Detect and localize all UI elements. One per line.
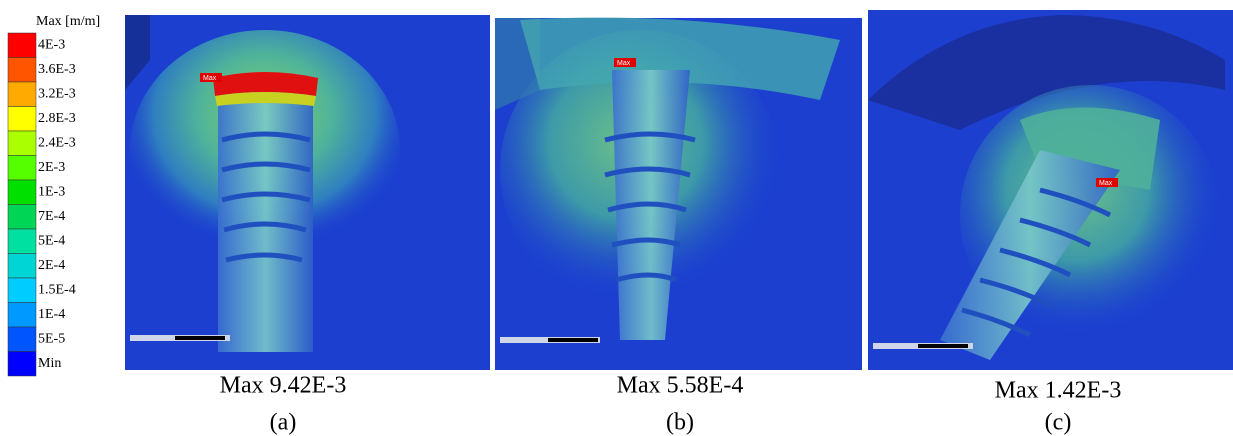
legend-label: 1.5E-4	[38, 282, 76, 297]
legend-swatch	[7, 204, 37, 230]
legend-label: Min	[38, 356, 61, 371]
legend-label: 2.8E-3	[38, 111, 76, 126]
legend: 4E-3 3.6E-3 3.2E-3 2.8E-3 2.4E-3 2E-3 1E-3 7E-4…	[7, 32, 76, 377]
panel-caption: Max 1.42E-3	[995, 378, 1122, 404]
scale-bar-segment	[548, 338, 598, 342]
top-surface	[520, 17, 840, 100]
legend-label: 2.4E-3	[38, 135, 76, 150]
max-tag-text: Max	[203, 75, 217, 82]
panel-a: Max	[125, 15, 490, 370]
legend-label: 3.2E-3	[38, 86, 76, 101]
legend-swatch	[7, 253, 37, 279]
threads	[221, 131, 311, 263]
max-tag	[614, 58, 636, 67]
panel-label: (b)	[666, 410, 694, 436]
screw	[218, 82, 313, 352]
scale-bar-segment	[175, 336, 225, 340]
legend-swatch	[7, 32, 37, 58]
legend-swatch	[7, 351, 37, 377]
legend-swatch	[7, 179, 37, 205]
legend-swatch	[7, 57, 37, 83]
image-shading	[125, 15, 150, 90]
max-tag-text: Max	[617, 60, 631, 67]
legend-swatch	[7, 155, 37, 181]
legend-label: 3.6E-3	[38, 62, 76, 77]
max-region	[213, 72, 318, 96]
image-shading	[868, 15, 1225, 130]
panel-caption: Max 9.42E-3	[220, 373, 347, 399]
legend-label: 5E-4	[38, 233, 65, 248]
legend-title: Max [m/m]	[36, 14, 100, 29]
threads	[604, 131, 696, 283]
high-region	[215, 92, 316, 106]
max-tag-text: Max	[1099, 180, 1113, 187]
max-tag	[200, 73, 222, 82]
max-tag	[1096, 178, 1118, 187]
panel-caption: Max 5.58E-4	[617, 373, 744, 399]
legend-label: 1E-4	[38, 307, 65, 322]
legend-label: 7E-4	[38, 209, 65, 224]
legend-label: 4E-3	[38, 37, 65, 52]
legend-swatch	[7, 326, 37, 352]
legend-label: 5E-5	[38, 331, 65, 346]
panel-label: (c)	[1045, 410, 1072, 436]
legend-swatch	[7, 130, 37, 156]
scale-bar-segment	[918, 344, 968, 348]
legend-label: 1E-3	[38, 184, 65, 199]
legend-swatch	[7, 228, 37, 254]
legend-label: 2E-4	[38, 258, 65, 273]
threads	[961, 187, 1112, 338]
panel-c: Max	[868, 10, 1233, 370]
panel-b: Max	[495, 17, 862, 370]
legend-label: 2E-3	[38, 160, 65, 175]
legend-swatch	[7, 81, 37, 107]
legend-swatch	[7, 106, 37, 132]
panel-label: (a)	[270, 410, 297, 436]
legend-swatch	[7, 277, 37, 303]
legend-swatch	[7, 302, 37, 328]
